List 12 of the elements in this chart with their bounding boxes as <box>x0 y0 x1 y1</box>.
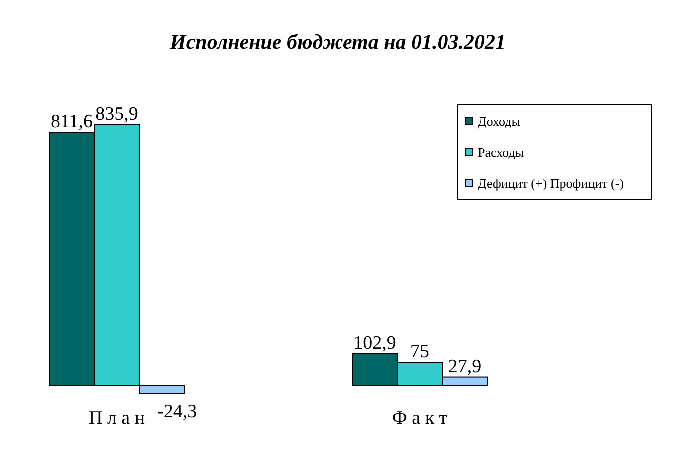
legend-label: Доходы <box>478 114 521 129</box>
legend-label: Расходы <box>478 145 524 160</box>
data-label: 835,9 <box>96 104 138 125</box>
chart-title: Исполнение бюджета на 01.03.2021 <box>169 30 506 54</box>
legend-label: Дефицит (+) Профицит (-) <box>478 176 624 191</box>
data-label: 102,9 <box>354 332 396 354</box>
data-label: 811,6 <box>50 112 94 133</box>
x-tick-label: П л а н <box>88 408 146 429</box>
data-label: 27,9 <box>448 356 482 378</box>
data-label: 75 <box>410 342 430 363</box>
x-tick-label: Ф а к т <box>392 408 448 429</box>
data-label: -24,3 <box>158 402 198 423</box>
